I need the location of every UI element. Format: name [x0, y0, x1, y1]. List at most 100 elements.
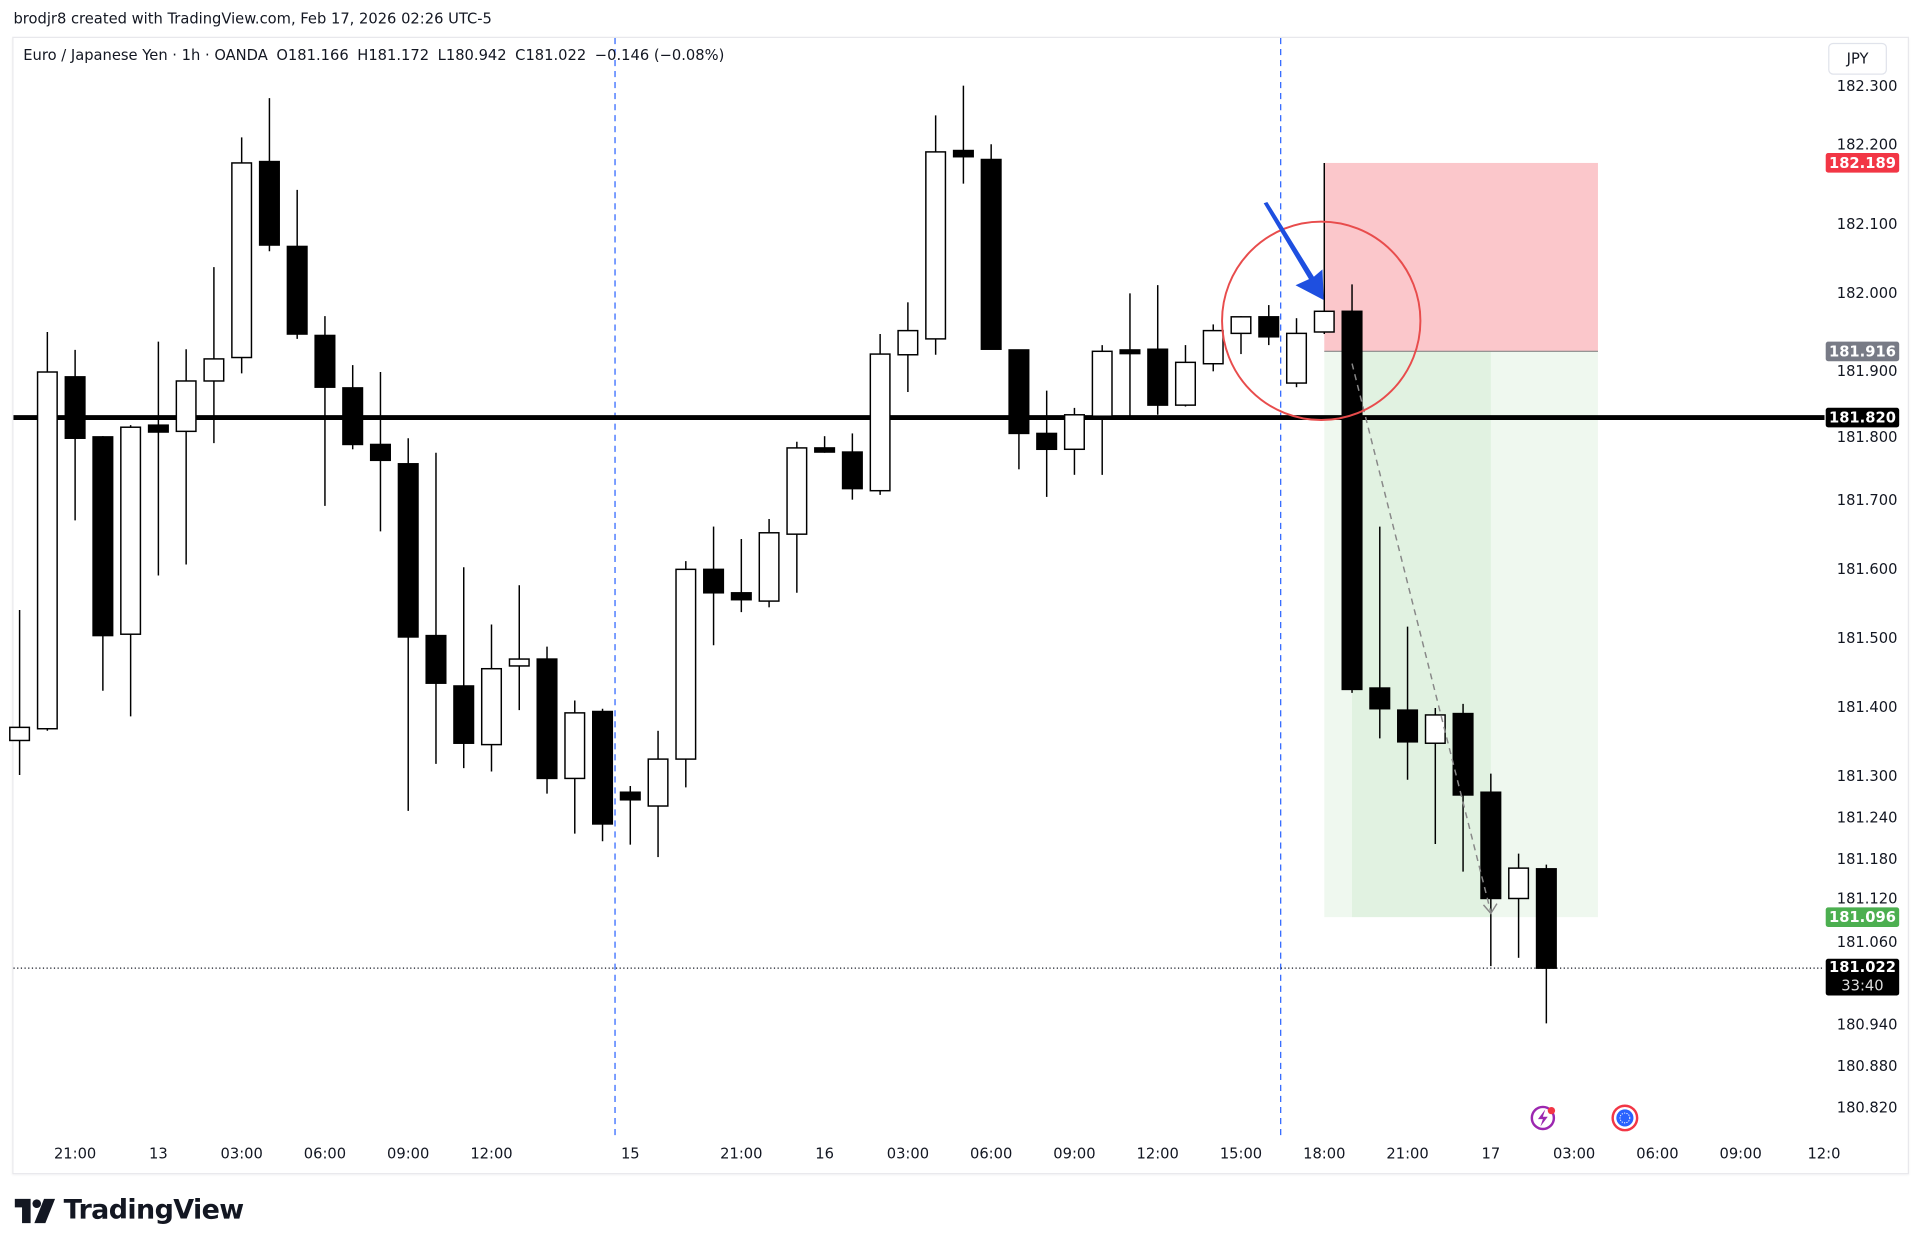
candle-body-bearish — [1147, 348, 1169, 406]
candle-body-bullish — [647, 758, 669, 807]
price-axis-label: 181.600 — [1837, 561, 1898, 578]
candle — [425, 452, 447, 764]
candle-body-bullish — [1508, 867, 1530, 900]
candle-body-bearish — [1119, 349, 1141, 355]
candle-body-bearish — [342, 387, 364, 446]
legend-high: H181.172 — [357, 46, 430, 64]
candle-body-bearish — [425, 634, 447, 684]
candle-body-bullish — [9, 726, 31, 742]
candle — [1091, 345, 1113, 475]
candle-body-bearish — [397, 463, 419, 638]
candle-body-bearish — [1341, 310, 1363, 691]
candle — [786, 441, 808, 593]
candle — [1119, 293, 1141, 417]
profit-reached-zone — [1352, 351, 1491, 918]
candle-body-bullish — [897, 329, 919, 356]
candle — [980, 144, 1002, 350]
candle-body-bearish — [453, 685, 475, 744]
time-axis-label: 12:00 — [1137, 1145, 1179, 1162]
symbol-legend: Euro / Japanese Yen · 1h · OANDA O181.166… — [23, 47, 733, 64]
candle-body-bearish — [1397, 709, 1419, 743]
candle — [952, 85, 974, 184]
candle — [869, 334, 891, 495]
candle-body-bullish — [1202, 329, 1224, 365]
candle-body-bearish — [1480, 791, 1502, 900]
candle-body-bearish — [1036, 432, 1058, 451]
candle — [1480, 773, 1502, 967]
candle — [92, 436, 114, 691]
price-axis-label: 181.240 — [1837, 810, 1898, 827]
candle-body-bearish — [1452, 712, 1474, 796]
candle — [64, 349, 86, 521]
candle-body-bullish — [1174, 361, 1197, 406]
snapshot-credit: brodjr8 created with TradingView.com, Fe… — [13, 9, 492, 27]
price-axis-label: 181.180 — [1837, 851, 1898, 868]
candle — [592, 708, 614, 842]
brand-name: TradingView — [63, 1195, 245, 1226]
candle-body-bearish — [1535, 868, 1557, 969]
candle — [369, 372, 391, 532]
price-axis-label: 181.120 — [1837, 891, 1898, 908]
currency-button[interactable]: JPY — [1828, 42, 1887, 75]
candle — [1008, 349, 1030, 470]
candle-body-bearish — [952, 149, 974, 158]
candle — [1452, 703, 1474, 872]
candle-body-bullish — [508, 658, 530, 667]
candle-body-bullish — [480, 667, 503, 746]
candle — [1313, 162, 1335, 335]
candle-body-bearish — [730, 592, 752, 601]
candle — [453, 567, 475, 769]
time-axis-label: 12:0 — [1807, 1145, 1840, 1162]
price-tag: 181.820 — [1825, 407, 1900, 428]
candle-body-bearish — [1008, 349, 1030, 435]
tradingview-logo[interactable]: TradingView — [14, 1195, 245, 1226]
price-axis-label: 181.700 — [1837, 492, 1898, 509]
price-tag: 182.189 — [1825, 153, 1900, 173]
candle — [1424, 708, 1446, 844]
price-axis-label: 181.800 — [1837, 429, 1898, 446]
candle — [1535, 864, 1557, 1024]
legend-open: O181.166 — [276, 46, 349, 64]
symbol-name[interactable]: Euro / Japanese Yen · 1h · OANDA — [23, 46, 268, 64]
candle — [231, 137, 253, 374]
time-axis-label: 15 — [621, 1145, 640, 1162]
candle-body-bullish — [1230, 316, 1252, 335]
candle-body-bearish — [286, 245, 308, 335]
candle-body-bullish — [1285, 332, 1308, 384]
candle — [897, 302, 919, 393]
candle — [314, 316, 336, 506]
candle — [1202, 324, 1224, 372]
time-axis-label: 18:00 — [1303, 1145, 1345, 1162]
price-axis-label: 182.100 — [1837, 216, 1898, 233]
price-axis-label: 180.820 — [1837, 1099, 1898, 1116]
tradingview-logo-icon — [14, 1198, 56, 1223]
candle-body-bearish — [369, 443, 391, 462]
candle — [1147, 285, 1169, 415]
price-tag: 181.096 — [1825, 907, 1900, 927]
candle — [508, 585, 530, 711]
candle — [925, 115, 947, 355]
time-axis-label: 03:00 — [221, 1145, 263, 1162]
candle — [758, 518, 780, 608]
candle — [1369, 526, 1391, 739]
price-axis-label: 181.400 — [1837, 699, 1898, 716]
candle-body-bullish — [786, 447, 808, 535]
time-axis-label: 21:00 — [54, 1145, 96, 1162]
candle — [1230, 316, 1252, 355]
candle-body-bullish — [36, 371, 58, 730]
candle — [175, 349, 197, 565]
candle-body-bearish — [258, 160, 280, 246]
projection-arrowhead — [1482, 903, 1498, 915]
candle — [1341, 284, 1363, 693]
candle — [1036, 390, 1058, 497]
candle — [564, 700, 586, 834]
price-axis-label: 181.500 — [1837, 630, 1898, 647]
candle — [536, 646, 558, 794]
stop-loss-zone — [1324, 162, 1598, 352]
price-axis-label: 181.300 — [1837, 768, 1898, 785]
candle-body-bearish — [92, 436, 114, 637]
candle — [730, 538, 752, 613]
candle-body-bearish — [536, 658, 558, 780]
candle-body-bullish — [175, 380, 197, 433]
